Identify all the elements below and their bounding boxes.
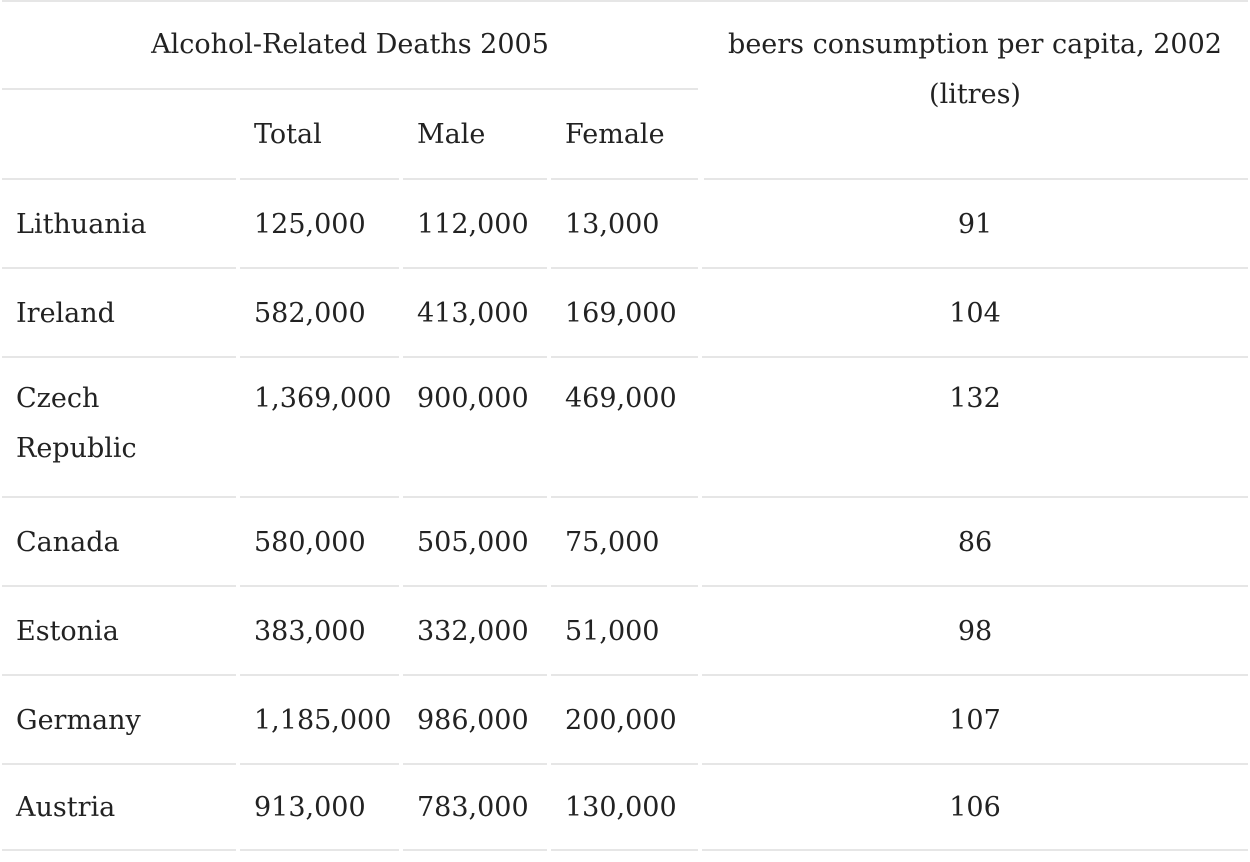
row-male: 112,000 — [401, 180, 549, 269]
header-beer-consumption: beers consumption per capita, 2002 (litr… — [700, 0, 1250, 180]
row-country: Ireland — [0, 269, 238, 358]
row-female: 75,000 — [549, 498, 700, 587]
group-header-alcohol-deaths: Alcohol-Related Deaths 2005 — [0, 0, 700, 90]
row-male: 783,000 — [401, 765, 549, 851]
row-female: 13,000 — [549, 180, 700, 269]
row-total: 1,185,000 — [238, 676, 401, 765]
row-female: 51,000 — [549, 587, 700, 676]
row-male: 986,000 — [401, 676, 549, 765]
row-total: 383,000 — [238, 587, 401, 676]
row-female: 200,000 — [549, 676, 700, 765]
row-total: 580,000 — [238, 498, 401, 587]
row-male: 900,000 — [401, 358, 549, 498]
row-beer: 104 — [700, 269, 1250, 358]
row-male: 332,000 — [401, 587, 549, 676]
row-beer: 107 — [700, 676, 1250, 765]
header-country-blank — [0, 90, 238, 180]
row-total: 582,000 — [238, 269, 401, 358]
row-female: 469,000 — [549, 358, 700, 498]
row-male: 413,000 — [401, 269, 549, 358]
row-total: 1,369,000 — [238, 358, 401, 498]
row-country: Germany — [0, 676, 238, 765]
row-female: 169,000 — [549, 269, 700, 358]
row-country: Czech Republic — [0, 358, 238, 498]
row-country: Canada — [0, 498, 238, 587]
row-total: 125,000 — [238, 180, 401, 269]
row-total: 913,000 — [238, 765, 401, 851]
row-country: Lithuania — [0, 180, 238, 269]
table-top-border — [2, 0, 1248, 2]
header-male: Male — [401, 90, 549, 180]
header-female: Female — [549, 90, 700, 180]
row-female: 130,000 — [549, 765, 700, 851]
row-male: 505,000 — [401, 498, 549, 587]
row-beer: 91 — [700, 180, 1250, 269]
row-country: Estonia — [0, 587, 238, 676]
header-total: Total — [238, 90, 401, 180]
row-beer: 106 — [700, 765, 1250, 851]
row-beer: 132 — [700, 358, 1250, 498]
row-beer: 86 — [700, 498, 1250, 587]
row-country: Austria — [0, 765, 238, 851]
row-beer: 98 — [700, 587, 1250, 676]
row-country-label: Czech Republic — [16, 383, 137, 464]
